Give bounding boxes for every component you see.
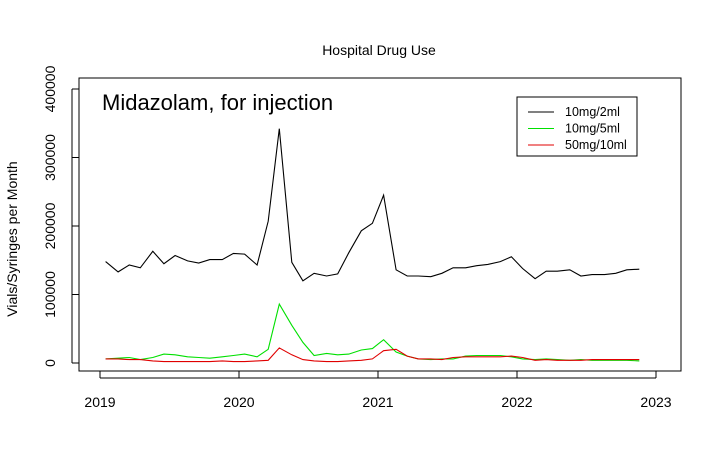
x-tick-label: 2022 xyxy=(501,394,532,410)
legend-label: 50mg/10ml xyxy=(565,138,627,152)
x-tick-label: 2020 xyxy=(223,394,254,410)
legend: 10mg/2ml 10mg/5ml 50mg/10ml xyxy=(516,96,638,157)
plot-frame xyxy=(78,77,682,372)
legend-label: 10mg/5ml xyxy=(565,122,620,136)
y-tick-label: 0 xyxy=(42,359,58,367)
y-tick-label: 300000 xyxy=(42,134,58,181)
chart-subtitle: Midazolam, for injection xyxy=(102,90,333,115)
series-line-10mg-5ml xyxy=(105,302,640,362)
x-tick-label: 2019 xyxy=(84,394,115,410)
y-tick-label: 200000 xyxy=(42,202,58,249)
series-layer xyxy=(105,128,640,363)
series-line-50mg-10ml xyxy=(105,347,640,363)
legend-label: 10mg/2ml xyxy=(565,105,620,119)
x-tick-label: 2021 xyxy=(362,394,393,410)
series-line-10mg-2ml xyxy=(105,128,640,282)
y-tick-label: 400000 xyxy=(42,65,58,112)
chart-title: Hospital Drug Use xyxy=(322,42,436,58)
legend-box xyxy=(516,96,638,157)
y-axis-label: Vials/Syringes per Month xyxy=(4,161,20,316)
axes: 2019 2020 2021 2022 2023 0 100000 200000 300000 4… xyxy=(42,65,672,410)
x-tick-label: 2023 xyxy=(640,394,671,410)
y-tick-label: 100000 xyxy=(42,271,58,318)
